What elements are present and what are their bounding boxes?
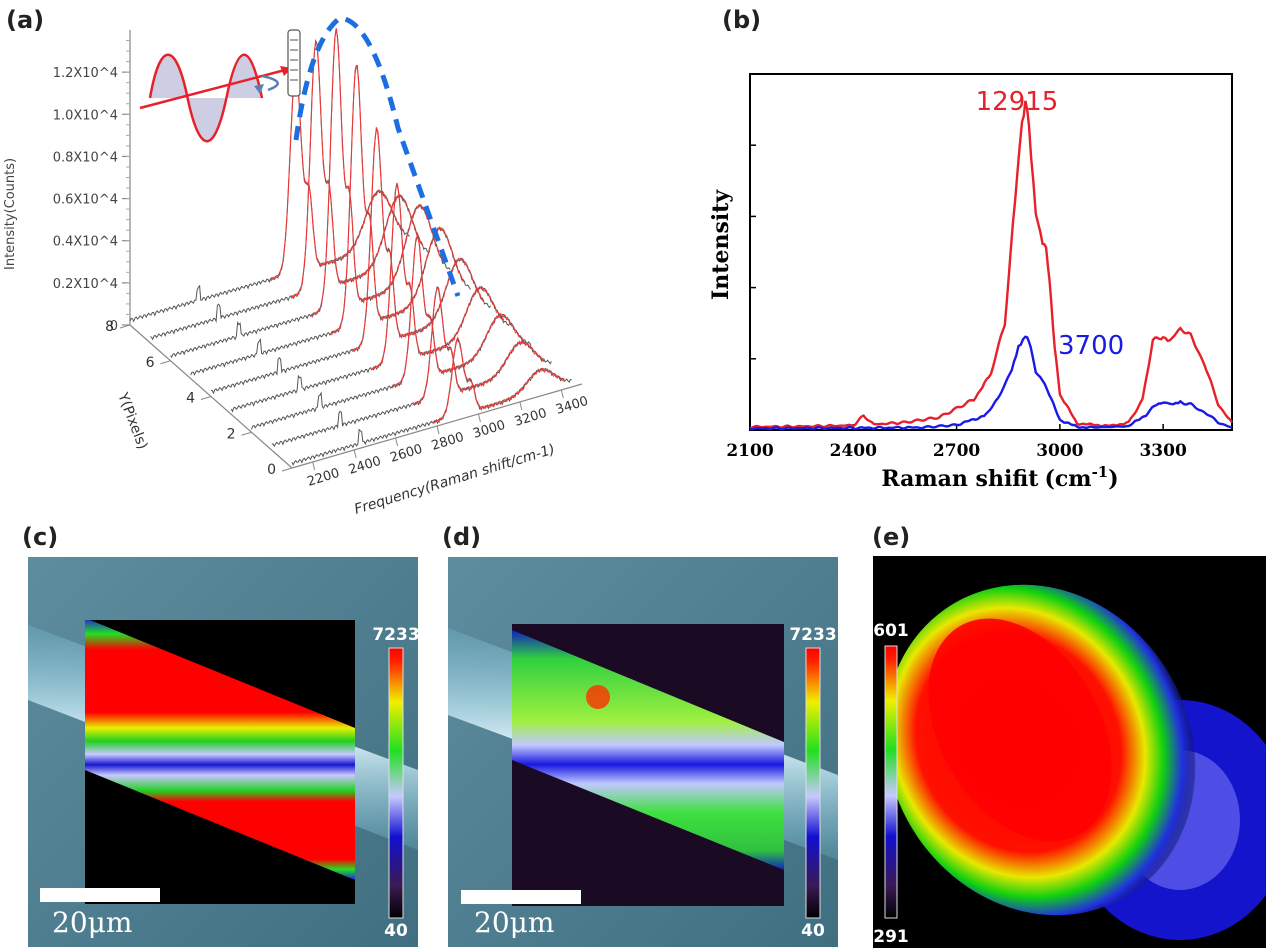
colorbar-min-d: 40 [801,921,825,941]
panel-label-b: (b) [722,6,761,34]
spectrum-line-red [749,100,1233,430]
rotation-arrow-icon [261,74,279,92]
z-tick-label: 0.6X10^4 [53,193,118,208]
x-tick-mark [395,437,399,447]
x-tick-label: 3400 [554,394,590,418]
colorbar-max-e: 601 [873,621,909,641]
z-tick-label: 0.4X10^4 [53,235,118,250]
z-tick-label: 0 [110,319,118,334]
trace-peak-y7 [290,40,423,300]
trace-peak-y5 [331,64,464,336]
x-tick-label: 3300 [1139,441,1186,461]
z-axis-ticks: 0 0.2X10^4 0.4X10^4 0.6X10^4 0.8X10^4 1.0X10^… [53,40,130,334]
panel-label-c: (c) [22,523,58,551]
x-axis-unit: (cm [1044,466,1091,492]
panel-d: (d) 7233 40 20μm [442,523,838,947]
x-tick-label: 3200 [513,406,549,430]
trace-peak-y4 [351,127,484,353]
x-axis-ticks: 2100 2400 2700 3000 3300 [726,424,1187,461]
spectrum-line-blue [749,335,1233,431]
colorbar-min-c: 40 [384,921,408,941]
y-axis-label: Y(Pixels) [114,390,150,452]
y-tick-mark [200,396,212,400]
fiber-map-c [85,620,355,880]
x-tick-mark [436,425,440,435]
trace-peak-y0 [432,336,565,424]
colorbar-max-c: 7233 [372,625,419,645]
plot-frame [749,73,1233,431]
panel-c: (c) 7233 40 20μm [22,523,420,947]
trace-peak-y1 [412,287,545,406]
x-tick-label: 2600 [388,442,424,466]
x-tick-mark [560,389,564,399]
x-tick-label: 2200 [305,466,341,490]
panel-b: (b) 2100 2400 2700 3000 3300 12915 3700 Inte… [708,6,1233,492]
z-tick-label: 0.2X10^4 [53,277,118,292]
z-tick-label: 1.2X10^4 [53,66,118,81]
panel-a: (a) 0 0.2X10^4 0.4X10^4 0.6X10^4 0.8X10^4 1.0… [3,6,590,518]
waterfall-traces [129,28,572,466]
colorbar-d [805,647,821,919]
peak-label-blue: 3700 [1058,331,1124,361]
y-tick-label: 6 [146,355,155,371]
x-tick-label: 2100 [726,441,773,461]
spectra [749,100,1233,431]
colorbar-min-e: 291 [873,927,909,947]
panel-label-d: (d) [442,523,481,551]
y-axis-ticks: 0 2 4 6 8 [105,319,293,478]
y-tick-label: 4 [186,391,195,407]
z-axis-label: Intensity(Counts) [3,158,18,270]
trace-peak-y2 [391,234,525,389]
colorbar-max-d: 7233 [789,625,836,645]
y-tick-mark [241,431,252,436]
polarized-light-inset [139,29,301,143]
trace-peak-y3 [371,182,505,371]
trace-peak-y8 [270,69,404,282]
fiber-map-d [512,630,784,870]
x-tick-label: 2400 [347,454,383,478]
x-axis-label: Raman shifit (cm-1) [881,463,1118,492]
trace-base-y1 [271,286,552,448]
scale-bar-label-d: 20μm [474,906,554,939]
scale-bar-d [461,890,581,904]
x-tick-label: 2800 [430,430,466,454]
x-tick-label: 3000 [1036,441,1083,461]
hotspot [586,685,610,709]
scale-bar-label-c: 20μm [52,906,132,939]
x-tick-mark [477,413,481,423]
y-tick-mark [160,360,171,365]
trace-peak-y6 [310,28,444,319]
x-tick-mark [353,449,357,459]
panel-label-a: (a) [6,6,44,34]
y-axis-label: Intensity [708,189,734,300]
x-tick-mark [519,401,523,411]
x-tick-label: 2700 [933,441,980,461]
z-tick-label: 0.8X10^4 [53,150,118,165]
y-tick-label: 8 [105,319,114,335]
panel-e: (e) 601 291 [872,523,1266,948]
peak-envelope-dashed [293,15,461,297]
x-axis-unit-close: ) [1108,466,1118,492]
z-tick-label: 1.0X10^4 [53,108,118,123]
y-tick-mark [119,324,131,329]
panel-label-e: (e) [872,523,910,551]
trace-base-y2 [251,234,532,430]
x-axis-unit-sup: -1 [1092,463,1109,481]
y-tick-label: 2 [227,426,236,442]
beam-arrow [139,68,286,110]
x-tick-mark [312,461,316,471]
scale-bar-c [40,888,160,902]
x-tick-label: 3000 [471,418,507,442]
peak-label-red: 12915 [976,87,1059,117]
y-tick-label: 0 [267,462,276,478]
x-tick-label: 2400 [830,441,877,461]
x-axis-label-text: Raman shifit [881,466,1039,492]
colorbar-c [388,647,404,919]
x-axis-label: Frequency(Raman shift/cm-1) [352,441,556,517]
colorbar-e [884,645,898,919]
y-tick-mark [281,467,293,472]
